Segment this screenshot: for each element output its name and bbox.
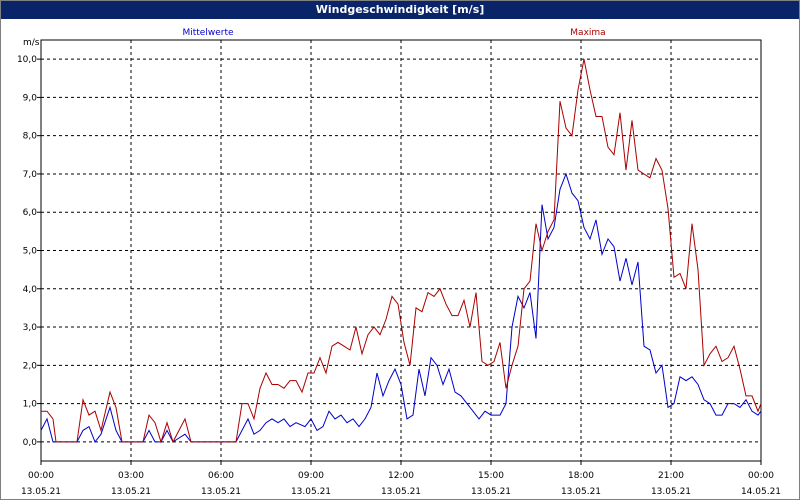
x-tick-date-label: 13.05.21: [471, 487, 511, 497]
x-tick-time-label: 00:00: [748, 471, 774, 481]
x-tick-time-label: 12:00: [388, 471, 414, 481]
legend-maxima: Maxima: [570, 28, 605, 38]
y-tick-label: 5,0: [23, 247, 38, 257]
legend-mittelwerte: Mittelwerte: [182, 28, 233, 38]
x-tick-date-label: 13.05.21: [381, 487, 421, 497]
x-axis-ticks: 00:00 13.05.21 03:00 13.05.21 06:00 13.05.21 0…: [21, 461, 781, 497]
x-tick-time-label: 09:00: [298, 471, 324, 481]
x-tick-time-label: 03:00: [118, 471, 144, 481]
wind-speed-chart: 0,0 1,0 2,0 3,0 4,0 5,0 6,0 7,0 8,0 9,0 10,0 00:00…: [17, 28, 781, 497]
x-tick-date-label: 14.05.21: [741, 487, 781, 497]
y-tick-label: 2,0: [23, 361, 38, 371]
y-tick-label: 3,0: [23, 323, 38, 333]
window-title: Windgeschwindigkeit [m/s]: [1, 1, 799, 19]
x-tick-date-label: 13.05.21: [291, 487, 331, 497]
y-tick-label: 7,0: [23, 170, 38, 180]
series-line-mittelwerte: [40, 172, 762, 443]
series-line-maxima: [41, 59, 762, 444]
x-tick-time-label: 00:00: [28, 471, 54, 481]
y-tick-label: 9,0: [23, 93, 38, 103]
x-tick-date-label: 13.05.21: [561, 487, 601, 497]
y-tick-label: 4,0: [23, 285, 38, 295]
x-tick-date-label: 13.05.21: [111, 487, 151, 497]
x-tick-time-label: 18:00: [568, 471, 594, 481]
x-tick-time-label: 21:00: [658, 471, 684, 481]
x-tick-time-label: 06:00: [208, 471, 234, 481]
y-tick-label: 6,0: [23, 208, 38, 218]
y-tick-label: 10,0: [17, 55, 37, 65]
x-tick-date-label: 13.05.21: [651, 487, 691, 497]
y-axis-label: m/s: [23, 38, 40, 48]
x-tick-date-label: 13.05.21: [21, 487, 61, 497]
y-axis-ticks: 0,0 1,0 2,0 3,0 4,0 5,0 6,0 7,0 8,0 9,0 10,0: [17, 55, 41, 448]
grid-lines: [40, 40, 762, 461]
series-lines: [40, 59, 762, 444]
y-tick-label: 0,0: [23, 438, 38, 448]
x-tick-time-label: 15:00: [478, 471, 504, 481]
y-tick-label: 1,0: [23, 400, 38, 410]
y-tick-label: 8,0: [23, 132, 38, 142]
x-tick-date-label: 13.05.21: [201, 487, 241, 497]
